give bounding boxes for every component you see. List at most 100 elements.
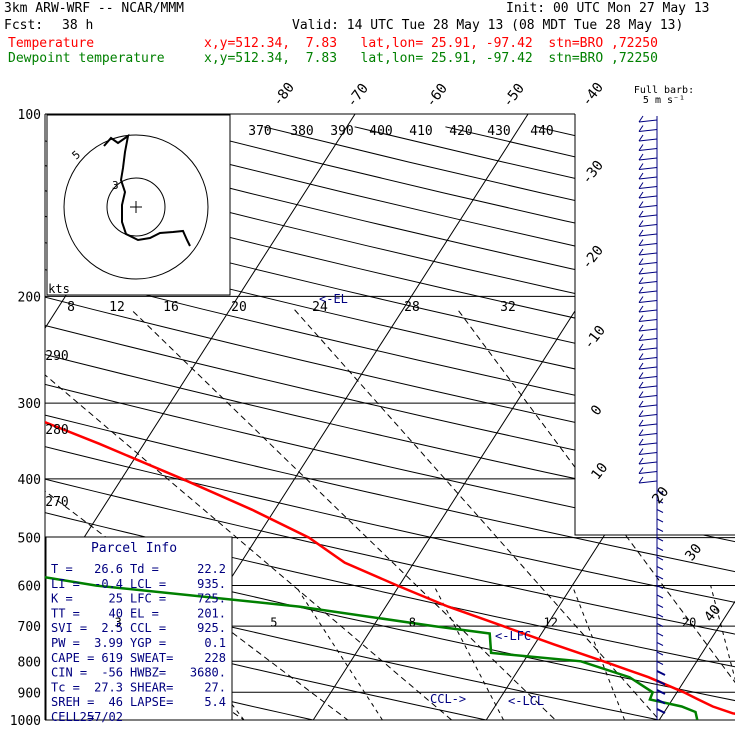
- parcel-info-key: SWEAT=: [130, 651, 173, 665]
- wind-barb: [656, 499, 664, 504]
- wind-barb: [656, 594, 664, 599]
- isotherm-label: -20: [579, 243, 607, 273]
- theta-label: 420: [449, 124, 472, 139]
- theta-label: 430: [487, 124, 510, 139]
- pressure-label: 100: [18, 108, 41, 123]
- isotherm-line: [0, 114, 9, 720]
- wind-barb-flag: [638, 267, 644, 275]
- dry-adiabat: [45, 126, 735, 720]
- parcel-info-value: 46: [109, 695, 123, 709]
- wind-barb: [638, 461, 658, 465]
- wind-barb-flag: [638, 381, 644, 389]
- lcl-marker-label: <-LCL: [508, 694, 544, 708]
- moist-adiabat: [457, 309, 735, 720]
- parcel-info-title: Parcel Info: [91, 541, 177, 556]
- pressure-label: 600: [18, 580, 41, 595]
- moist-adiabat: [620, 309, 735, 720]
- wind-barb: [638, 262, 658, 265]
- parcel-info-value: 257/02: [80, 710, 123, 724]
- wind-barb: [638, 281, 658, 284]
- isotherm-label: 20: [649, 484, 672, 507]
- theta-label-left: 290: [45, 349, 68, 364]
- isotherm-label: -80: [270, 80, 298, 110]
- wind-barb: [656, 679, 666, 686]
- wind-barb: [638, 395, 658, 398]
- mixing-ratio-label: 5: [270, 615, 277, 629]
- hodograph-ring-label: 3: [112, 179, 119, 192]
- init-time: Init: 00 UTC Mon 27 May 13: [506, 1, 710, 16]
- theta-label: 390: [330, 124, 353, 139]
- isotherm-label: 10: [588, 460, 611, 483]
- mixing-ratio-line: [571, 585, 626, 720]
- hodograph-ring: [106, 177, 166, 237]
- parcel-info-value: 27.: [204, 680, 226, 694]
- wind-barb-flag: [638, 191, 644, 199]
- wind-barb: [638, 423, 658, 427]
- wind-barb: [656, 642, 664, 646]
- wind-barb: [638, 252, 658, 256]
- parcel-info-value: 40: [109, 606, 123, 620]
- wind-barb: [638, 167, 658, 170]
- wind-barb-flag: [638, 115, 644, 123]
- parcel-info-key: CIN =: [51, 666, 87, 680]
- parcel-info-key: LFC =: [130, 592, 166, 606]
- wind-barb: [638, 300, 658, 303]
- mixing-ratio-label: 2: [0, 615, 1, 629]
- wind-barb-flag: [638, 210, 644, 218]
- wind-barb-flag: [638, 248, 644, 256]
- parcel-info-value: 228: [204, 651, 226, 665]
- parcel-info-key: Td =: [130, 562, 159, 576]
- wind-barb: [656, 670, 666, 676]
- wind-barb: [656, 537, 664, 542]
- dry-adiabat: [45, 126, 735, 720]
- wind-barb: [638, 243, 658, 246]
- wind-barb-flag: [638, 400, 644, 408]
- wind-barb-flag: [638, 134, 644, 142]
- wind-barb: [656, 623, 664, 627]
- wind-barb-flag: [638, 362, 644, 370]
- wind-barb: [656, 518, 664, 523]
- wind-barb-flag: [638, 144, 644, 151]
- wind-barb: [638, 129, 658, 132]
- wind-barb: [638, 328, 658, 332]
- wind-barb-flag: [638, 153, 644, 161]
- parcel-info-value: 26.6: [94, 562, 123, 576]
- dry-adiabat: [45, 126, 723, 720]
- isotherm-label: -50: [500, 81, 528, 111]
- temperature-profile: [45, 114, 735, 720]
- wind-barb-flag: [638, 229, 644, 237]
- hodograph-speed-label: 32: [500, 300, 516, 315]
- wind-barb-flag: [638, 286, 644, 294]
- wind-barb-flag: [638, 457, 644, 465]
- parcel-info-key: SVI =: [51, 621, 87, 635]
- isotherm-label: -40: [579, 80, 607, 110]
- wind-barb: [638, 385, 658, 389]
- parcel-info-value: 27.3: [94, 680, 123, 694]
- wind-barb: [656, 689, 666, 695]
- dry-adiabat: [0, 127, 21, 733]
- wind-barb: [638, 404, 658, 408]
- dry-adiabat: [45, 126, 735, 720]
- temperature-location: x,y=512.34, 7.83 lat,lon= 25.91, -97.42 …: [204, 36, 658, 51]
- parcel-info-value: 25: [109, 592, 123, 606]
- forecast-label: Fcst:: [4, 18, 44, 33]
- hodograph-ring: [63, 134, 209, 280]
- hodograph-speed-label: 16: [163, 300, 179, 315]
- dewpoint-profile: [45, 114, 699, 720]
- wind-barb: [638, 347, 658, 351]
- parcel-info-key: PW =: [51, 636, 80, 650]
- wind-barb: [638, 414, 658, 417]
- theta-label-left: 280: [45, 423, 68, 438]
- wind-barb: [638, 290, 658, 294]
- model-title: 3km ARW-WRF -- NCAR/MMM: [4, 1, 185, 16]
- mixing-ratio-label: 8: [409, 615, 416, 629]
- isotherm-label: -60: [423, 81, 451, 111]
- wind-barb: [656, 613, 664, 618]
- wind-barb: [656, 528, 664, 532]
- wind-barb: [656, 651, 664, 656]
- parcel-info-key: EL =: [130, 606, 159, 620]
- wind-barb-flag: [638, 410, 644, 417]
- wind-barb-flag: [638, 343, 644, 351]
- parcel-info-value: -0.4: [94, 577, 123, 591]
